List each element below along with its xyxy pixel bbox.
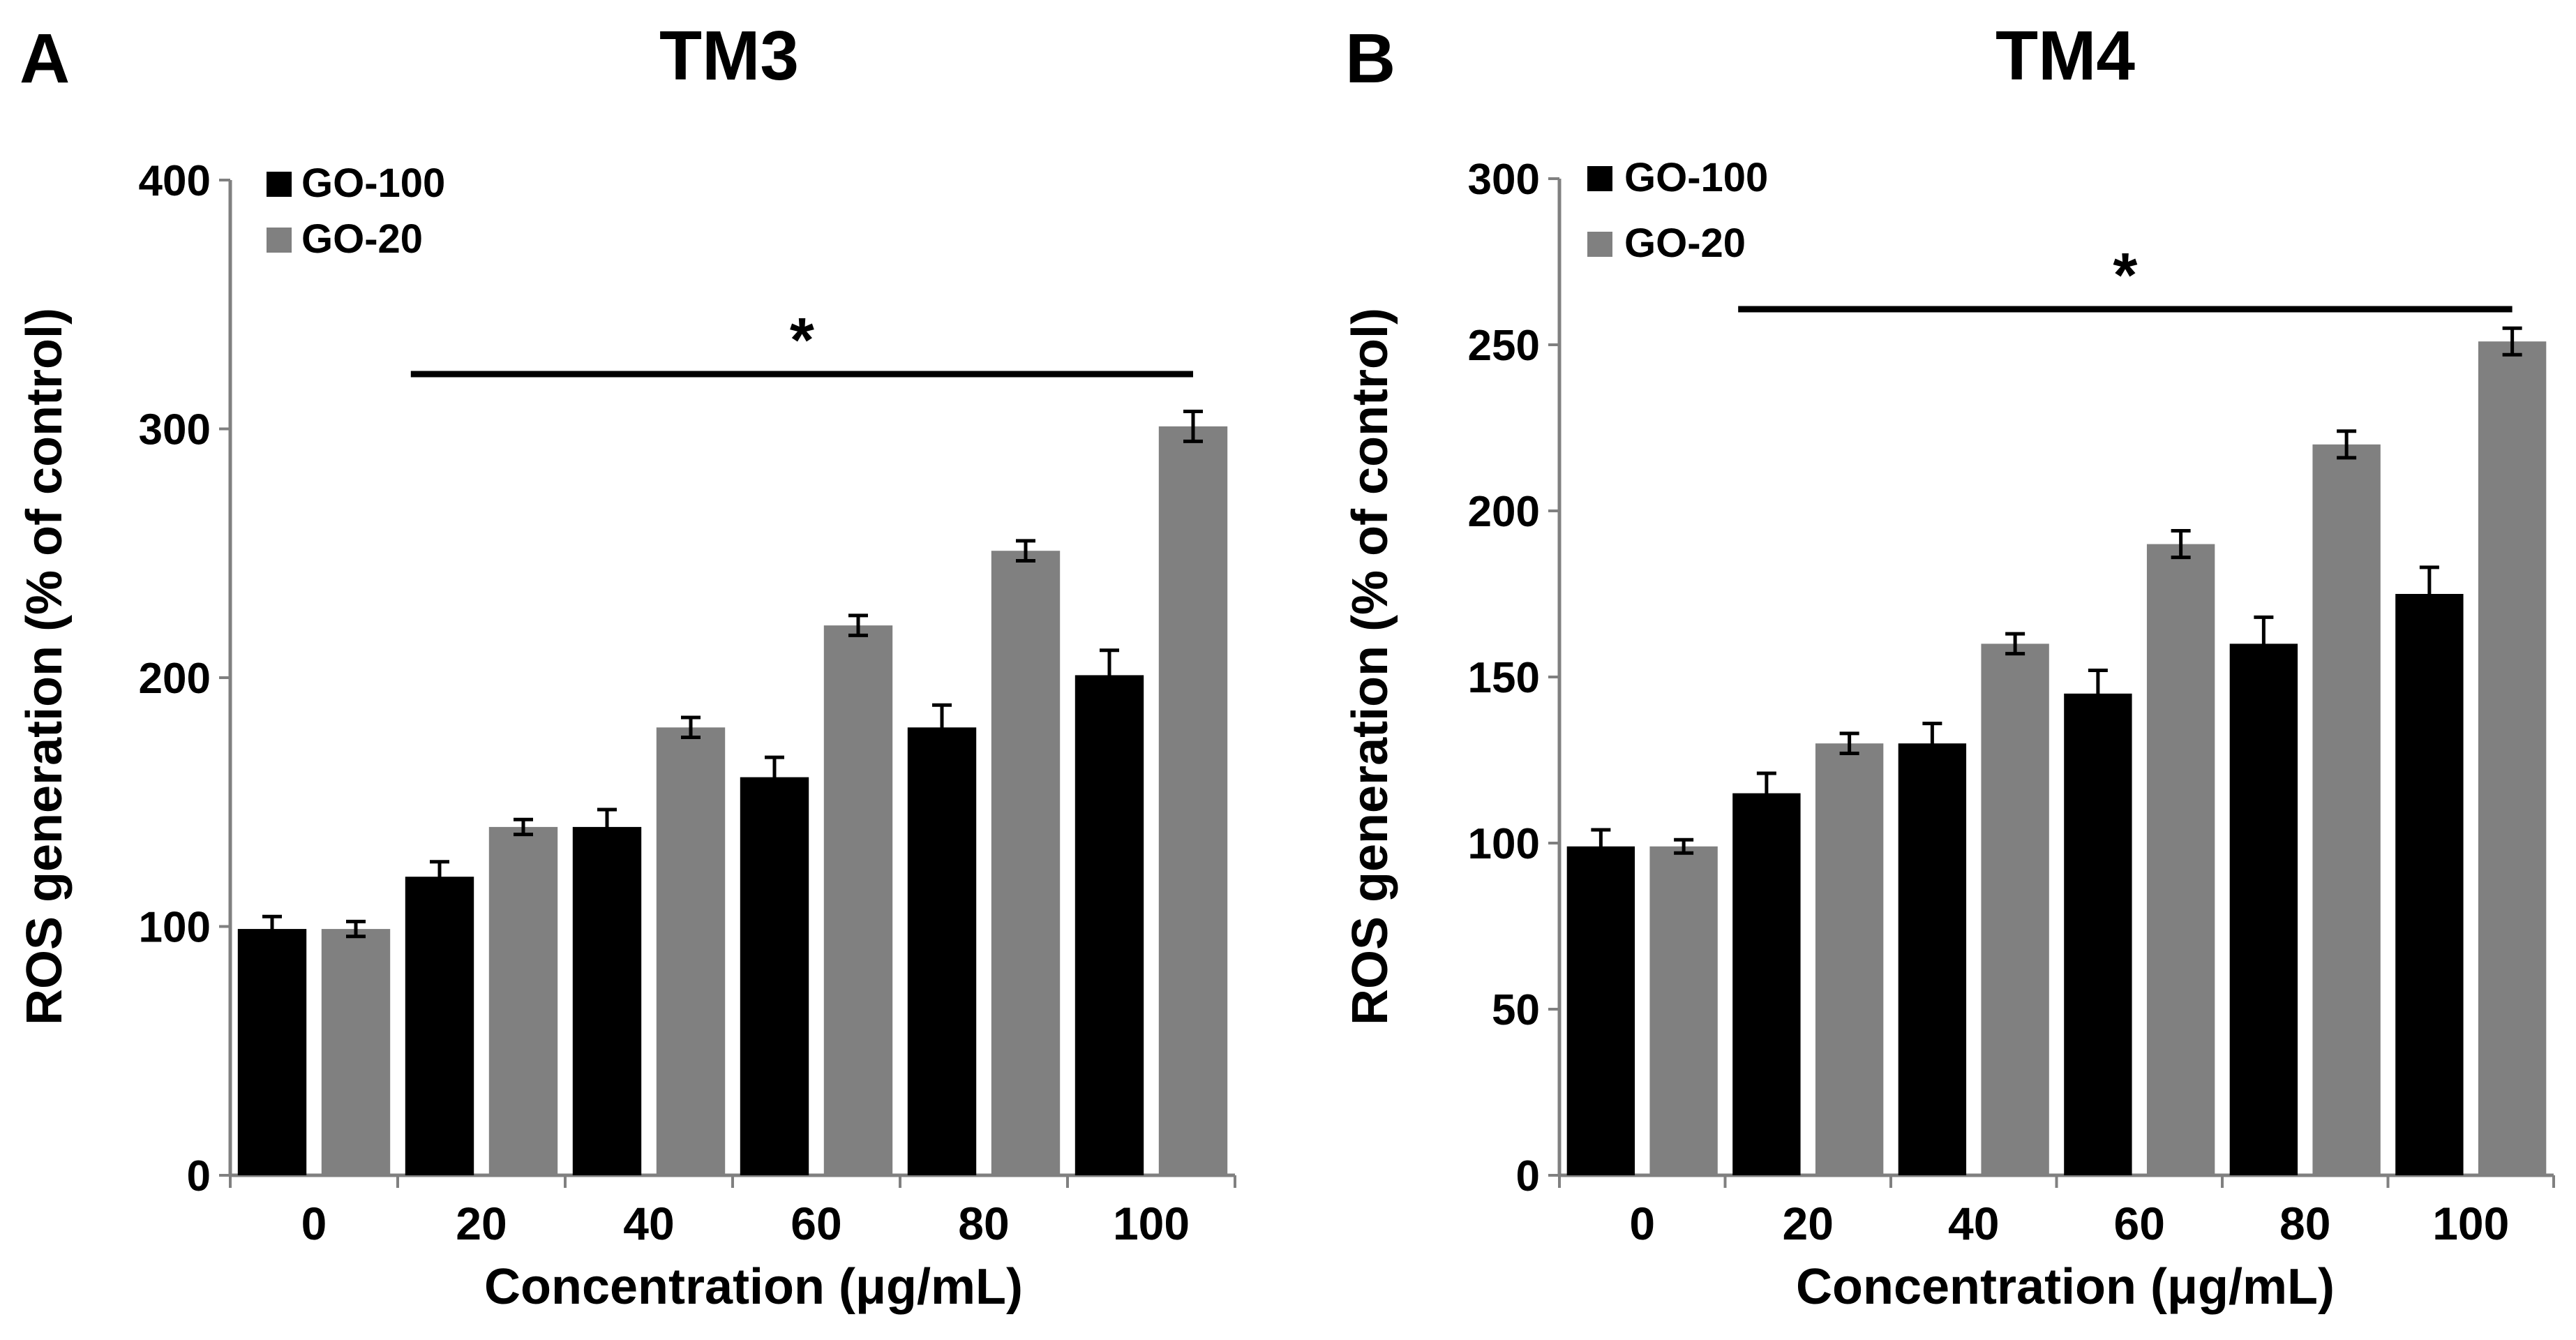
bar [1649,846,1718,1175]
x-tick-label: 20 [1783,1198,1834,1249]
legend-swatch-go-20 [1587,232,1612,257]
bar [1898,743,1967,1175]
panel-a: A TM3 ROS generation (% of control) Conc… [17,17,1236,1315]
x-tick-label: 100 [1113,1198,1190,1249]
bar [1815,743,1884,1175]
bar [237,929,307,1175]
y-tick-label: 0 [1516,1152,1540,1200]
legend-label-go-100: GO-100 [301,161,445,206]
y-tick-label: 150 [1468,654,1540,702]
y-tick-label: 50 [1492,986,1540,1034]
x-axis-label: Concentration (μg/mL) [484,1259,1023,1315]
chart-title: TM4 [1995,17,2135,95]
y-tick-label: 300 [139,406,211,454]
x-tick-label: 40 [623,1198,674,1249]
bar [991,551,1061,1175]
significance-marker: * [790,306,814,375]
bar [2146,544,2215,1175]
panel-label: A [20,20,70,98]
x-tick-label: 20 [456,1198,507,1249]
bar [572,826,642,1175]
x-axis-label: Concentration (μg/mL) [1796,1259,2335,1315]
bar [2478,341,2547,1175]
bar [1074,675,1144,1175]
chart-title: TM3 [659,17,799,95]
legend-label-go-20: GO-20 [301,216,423,262]
y-tick-label: 200 [139,655,211,703]
legend-label-go-20: GO-20 [1624,221,1746,266]
bar [1158,426,1228,1175]
bar [488,826,558,1175]
bar [740,777,809,1175]
y-tick-label: 250 [1468,322,1540,370]
bar [656,727,726,1175]
y-axis-label: ROS generation (% of control) [17,308,73,1025]
x-tick-label: 0 [1629,1198,1655,1249]
x-tick-label: 80 [2279,1198,2330,1249]
bar [907,727,977,1175]
bar [2395,594,2464,1175]
legend-swatch-go-100 [1587,166,1612,191]
bar [1981,643,2049,1175]
y-tick-label: 100 [1468,820,1540,868]
bar [321,929,391,1175]
legend-swatch-go-100 [267,172,292,197]
y-axis-label: ROS generation (% of control) [1342,308,1398,1025]
x-tick-label: 40 [1948,1198,1999,1249]
legend-swatch-go-20 [267,228,292,253]
y-tick-label: 300 [1468,156,1540,204]
bar [2229,643,2298,1175]
panel-label: B [1345,20,1395,98]
x-tick-label: 100 [2432,1198,2509,1249]
y-tick-label: 200 [1468,488,1540,536]
legend-label-go-100: GO-100 [1624,155,1768,200]
x-tick-label: 0 [301,1198,327,1249]
bar [1566,846,1635,1175]
x-tick-label: 60 [791,1198,841,1249]
bar [405,877,474,1175]
y-tick-label: 400 [139,157,211,205]
x-tick-label: 80 [958,1198,1009,1249]
y-tick-label: 0 [187,1152,211,1200]
y-tick-label: 100 [139,904,211,952]
bar [823,625,893,1175]
bar [2312,444,2381,1175]
bar [2064,693,2132,1175]
panel-b: B TM4 ROS generation (% of control) Conc… [1342,17,2555,1315]
x-tick-label: 60 [2114,1198,2165,1249]
significance-marker: * [2113,241,2137,311]
bar [1732,793,1801,1175]
